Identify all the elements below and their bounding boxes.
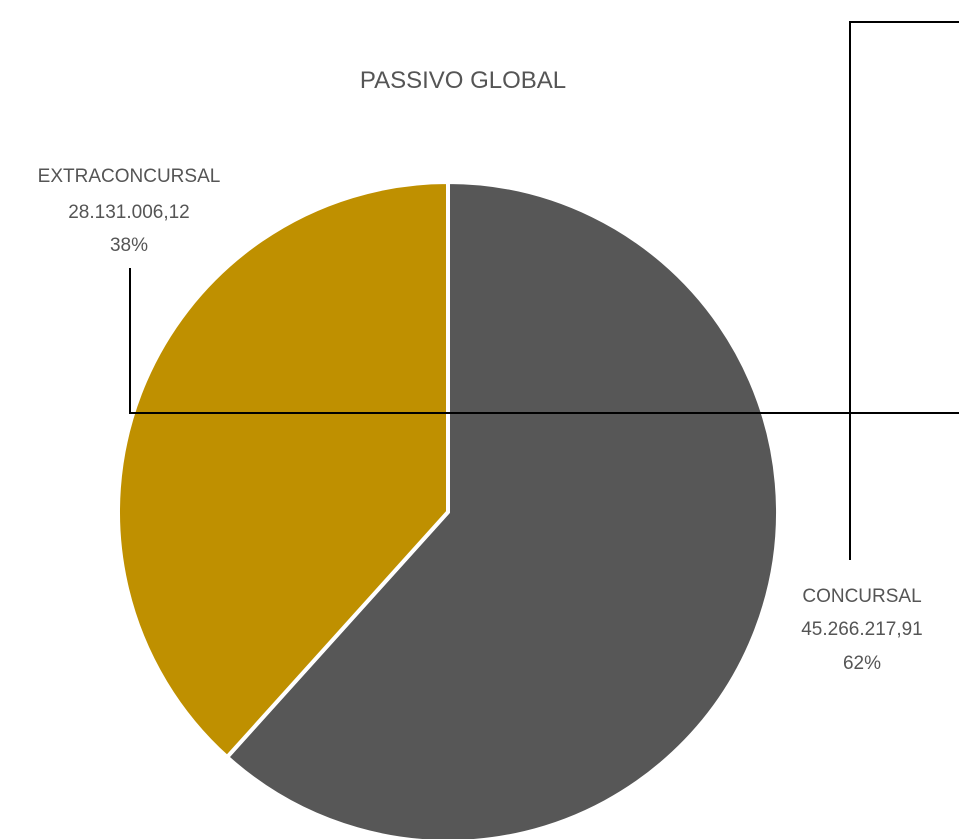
data-label-extraconcursal-value: 28.131.006,12 [68,202,190,223]
chart-title: PASSIVO GLOBAL [360,67,566,94]
data-label-extraconcursal-category: EXTRACONCURSAL [38,166,221,187]
data-label-concursal: CONCURSAL 45.266.217,91 62% [801,586,923,674]
leader-line-extraconcursal [129,268,959,414]
data-label-extraconcursal-percent: 38% [110,235,148,256]
pie-slice-extraconcursal [116,180,450,760]
data-label-concursal-percent: 62% [843,653,881,674]
leader-line-concursal [849,21,959,560]
data-label-extraconcursal: EXTRACONCURSAL 28.131.006,12 38% [38,166,221,256]
pie-slice-concursal [225,180,780,839]
pie-slices [116,180,780,839]
data-label-concursal-category: CONCURSAL [802,586,921,607]
data-label-concursal-value: 45.266.217,91 [801,619,923,640]
